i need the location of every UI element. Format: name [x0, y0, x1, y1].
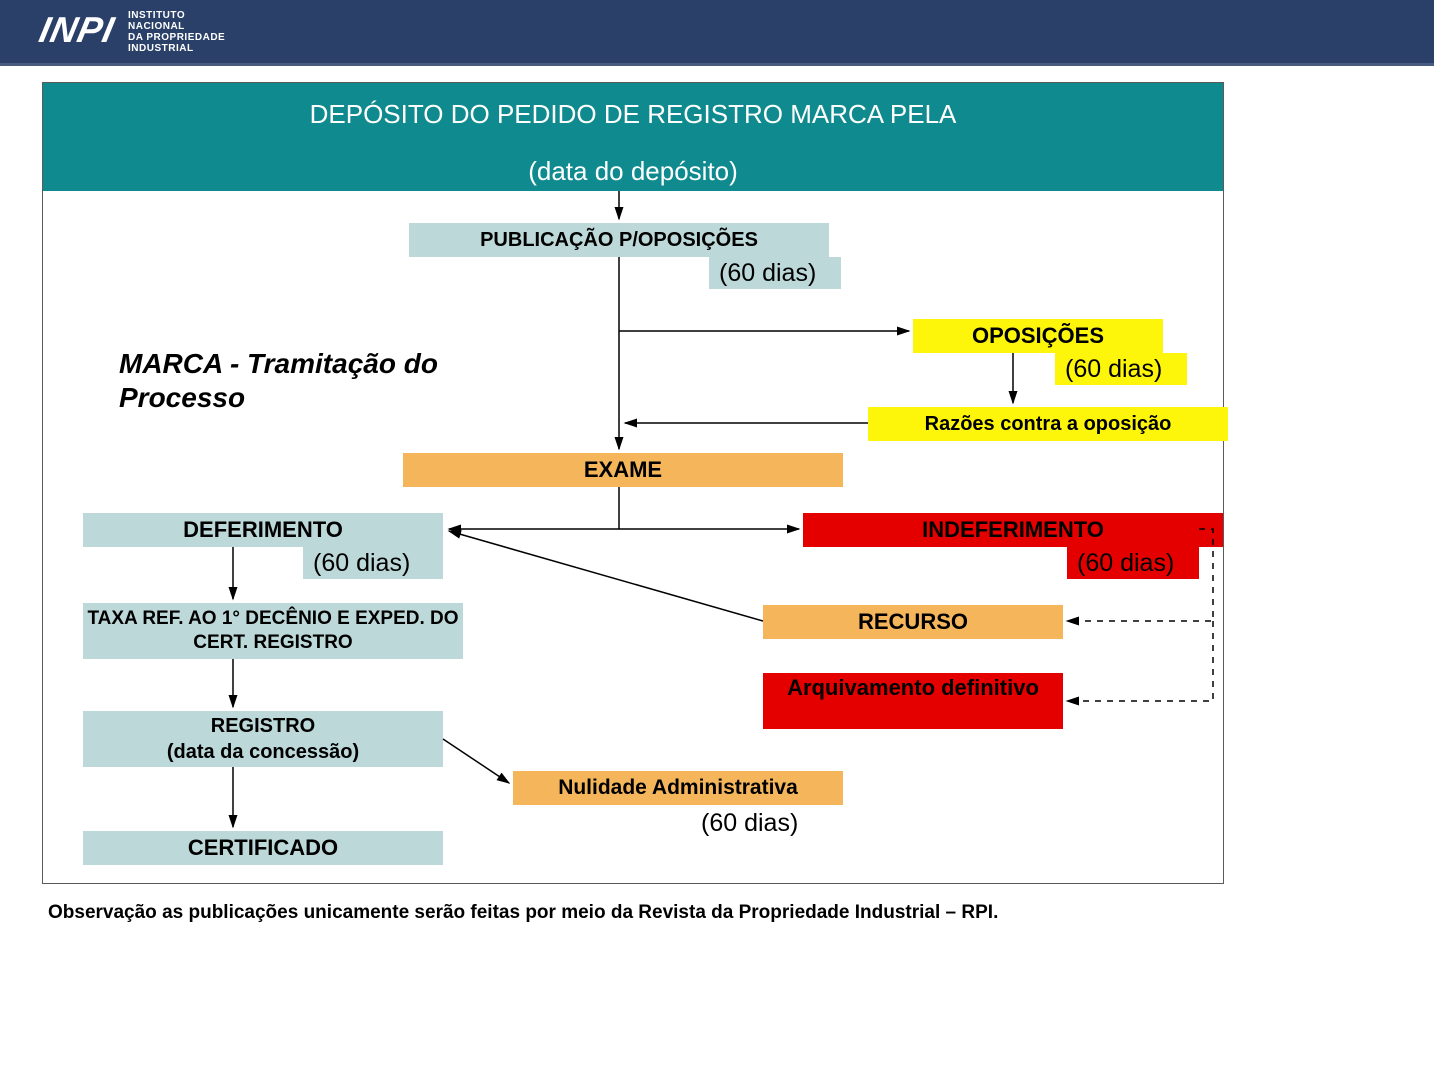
box-registro-line1: REGISTRO [83, 713, 443, 739]
box-registro-line2: (data da concessão) [83, 739, 443, 765]
logo-text: INPI [36, 9, 119, 51]
side-title-line: MARCA - Tramitação do [119, 347, 438, 381]
box-recurso: RECURSO [763, 605, 1063, 639]
box-deferimento: DEFERIMENTO [83, 513, 443, 547]
side-title: MARCA - Tramitação do Processo [119, 347, 438, 415]
logo: INPI INSTITUTO NACIONAL DA PROPRIEDADE I… [40, 6, 225, 54]
header-title: DEPÓSITO DO PEDIDO DE REGISTRO MARCA PEL… [43, 83, 1223, 130]
topbar: INPI INSTITUTO NACIONAL DA PROPRIEDADE I… [0, 0, 1434, 66]
box-oposicoes: OPOSIÇÕES [913, 319, 1163, 353]
label-60dias-publicacao: (60 dias) [719, 259, 816, 288]
box-exame: EXAME [403, 453, 843, 487]
box-razoes: Razões contra a oposição [868, 407, 1228, 441]
logo-line: INDUSTRIAL [128, 43, 225, 54]
logo-subtitle: INSTITUTO NACIONAL DA PROPRIEDADE INDUST… [128, 10, 225, 54]
logo-line: NACIONAL [128, 21, 225, 32]
logo-line: DA PROPRIEDADE [128, 32, 225, 43]
footnote: Observação as publicações unicamente ser… [48, 902, 1348, 924]
logo-line: INSTITUTO [128, 10, 225, 21]
box-registro: REGISTRO (data da concessão) [83, 711, 443, 767]
label-60dias-deferimento: (60 dias) [313, 549, 410, 578]
side-title-line: Processo [119, 381, 438, 415]
box-nulidade: Nulidade Administrativa [513, 771, 843, 805]
label-60dias-nulidade: (60 dias) [701, 809, 798, 838]
flowchart-panel: DEPÓSITO DO PEDIDO DE REGISTRO MARCA PEL… [42, 82, 1224, 884]
header-subtitle: (data do depósito) [43, 130, 1223, 187]
box-arquivamento: Arquivamento definitivo [763, 673, 1063, 729]
box-certificado: CERTIFICADO [83, 831, 443, 865]
label-60dias-oposicoes: (60 dias) [1065, 355, 1162, 384]
label-60dias-indeferimento: (60 dias) [1077, 549, 1174, 578]
box-publicacao: PUBLICAÇÃO P/OPOSIÇÕES [409, 223, 829, 257]
box-taxa: TAXA REF. AO 1° DECÊNIO E EXPED. DO CERT… [83, 603, 463, 659]
box-indeferimento: INDEFERIMENTO [803, 513, 1223, 547]
flowchart-header: DEPÓSITO DO PEDIDO DE REGISTRO MARCA PEL… [43, 83, 1223, 191]
